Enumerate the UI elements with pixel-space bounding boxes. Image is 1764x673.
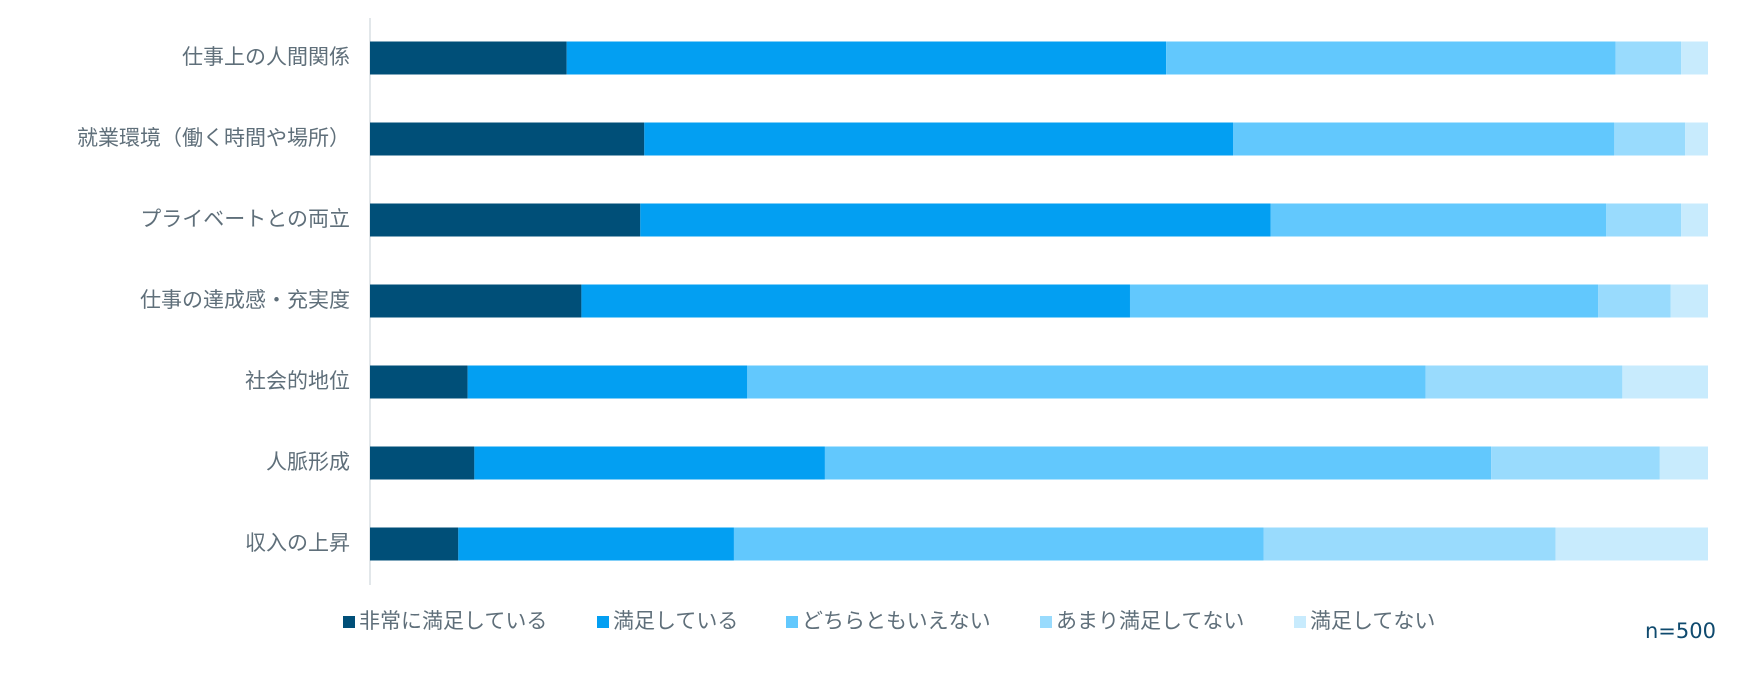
bar-segment-2-3 (1233, 122, 1615, 156)
legend-label-1: 非常に満足している (359, 609, 547, 633)
bar-segment-6-5 (1659, 446, 1708, 480)
bar-segment-1-4 (1615, 41, 1682, 75)
legend-swatch-4 (1040, 616, 1052, 628)
legend-label-2: 満足している (613, 609, 738, 633)
bar-segment-1-1 (370, 41, 567, 75)
legend-swatch-2 (597, 616, 609, 628)
legend-swatch-1 (343, 616, 355, 628)
bar-segment-2-5 (1685, 122, 1708, 156)
bar-segment-7-1 (370, 527, 459, 561)
bar-segment-7-4 (1263, 527, 1556, 561)
bar-segment-6-1 (370, 446, 475, 480)
bar-segment-6-3 (824, 446, 1492, 480)
legend-swatch-3 (786, 616, 798, 628)
bar-segment-3-3 (1270, 203, 1607, 237)
bar-segment-5-1 (370, 365, 468, 399)
legend-label-3: どちらともいえない (802, 609, 991, 633)
bar-segment-3-2 (640, 203, 1271, 237)
bar-segment-7-3 (733, 527, 1264, 561)
bar-segment-1-2 (566, 41, 1167, 75)
bar-segment-4-3 (1129, 284, 1599, 318)
bar-segment-4-1 (370, 284, 582, 318)
bar-segment-1-5 (1681, 41, 1708, 75)
legend-swatch-5 (1294, 616, 1306, 628)
bar-segment-2-2 (644, 122, 1234, 156)
legend-item-4: あまり満足してない (1040, 609, 1244, 633)
legend: 非常に満足している 満足している どちらともいえない あまり満足してない 満足してない (343, 609, 1435, 633)
bar-segment-5-3 (747, 365, 1426, 399)
bar-segment-7-2 (458, 527, 734, 561)
category-label-7: 収入の上昇 (245, 531, 350, 555)
bar-segment-6-2 (474, 446, 825, 480)
bar-segment-1-3 (1166, 41, 1616, 75)
sample-size-note: n=500 (1645, 619, 1716, 643)
bar-segment-5-5 (1622, 365, 1708, 399)
bar-segment-7-5 (1555, 527, 1708, 561)
bar-segment-3-4 (1606, 203, 1682, 237)
category-label-4: 仕事の達成感・充実度 (140, 288, 350, 312)
legend-label-5: 満足してない (1310, 609, 1435, 633)
legend-item-3: どちらともいえない (786, 609, 991, 633)
bar-segment-4-4 (1598, 284, 1671, 318)
bar-segment-2-4 (1614, 122, 1686, 156)
bar-segment-2-1 (370, 122, 645, 156)
bar-segment-6-4 (1491, 446, 1660, 480)
bar-segment-5-4 (1425, 365, 1623, 399)
legend-item-1: 非常に満足している (343, 609, 547, 633)
category-label-3: プライベートとの両立 (140, 207, 350, 231)
legend-item-2: 満足している (597, 609, 738, 633)
legend-item-5: 満足してない (1294, 609, 1435, 633)
bar-segment-4-2 (581, 284, 1130, 318)
bars-layer (370, 41, 1708, 561)
bar-segment-3-1 (370, 203, 641, 237)
bar-segment-4-5 (1670, 284, 1708, 318)
bar-segment-3-5 (1681, 203, 1708, 237)
category-label-2: 就業環境（働く時間や場所） (77, 126, 350, 150)
bar-segment-5-2 (467, 365, 748, 399)
legend-label-4: あまり満足してない (1056, 609, 1244, 633)
category-label-6: 人脈形成 (266, 450, 350, 474)
category-label-5: 社会的地位 (245, 369, 350, 393)
category-label-1: 仕事上の人間関係 (182, 45, 350, 69)
